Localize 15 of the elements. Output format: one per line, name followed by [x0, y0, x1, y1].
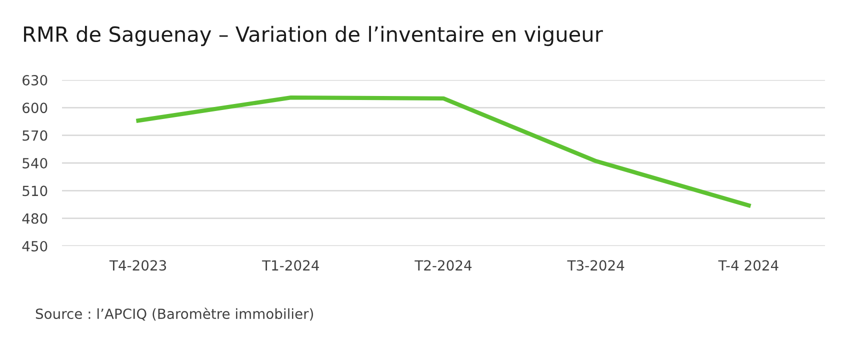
y-tick-label: 450	[22, 240, 48, 252]
x-tick-label: T3-2024	[567, 260, 624, 271]
chart-title: RMR de Saguenay – Variation de l’inventaire en vigueur	[24, 26, 603, 46]
x-tick-label: T2-2024	[414, 260, 472, 271]
y-tick-label: 510	[22, 186, 48, 196]
x-tick-label: T1-2024	[262, 260, 319, 271]
x-tick-label: T-4 2024	[718, 260, 778, 271]
y-tick-label: 600	[22, 102, 48, 114]
line-series	[136, 95, 751, 208]
x-tick-label: T4-2023	[109, 260, 166, 271]
y-tick-label: 540	[22, 158, 48, 168]
source-note: Source : l’APCIQ (Baromètre immobilier)	[36, 308, 314, 321]
y-tick-label: 630	[22, 74, 48, 86]
y-tick-label: 570	[22, 130, 48, 141]
y-tick-label: 480	[22, 213, 48, 224]
